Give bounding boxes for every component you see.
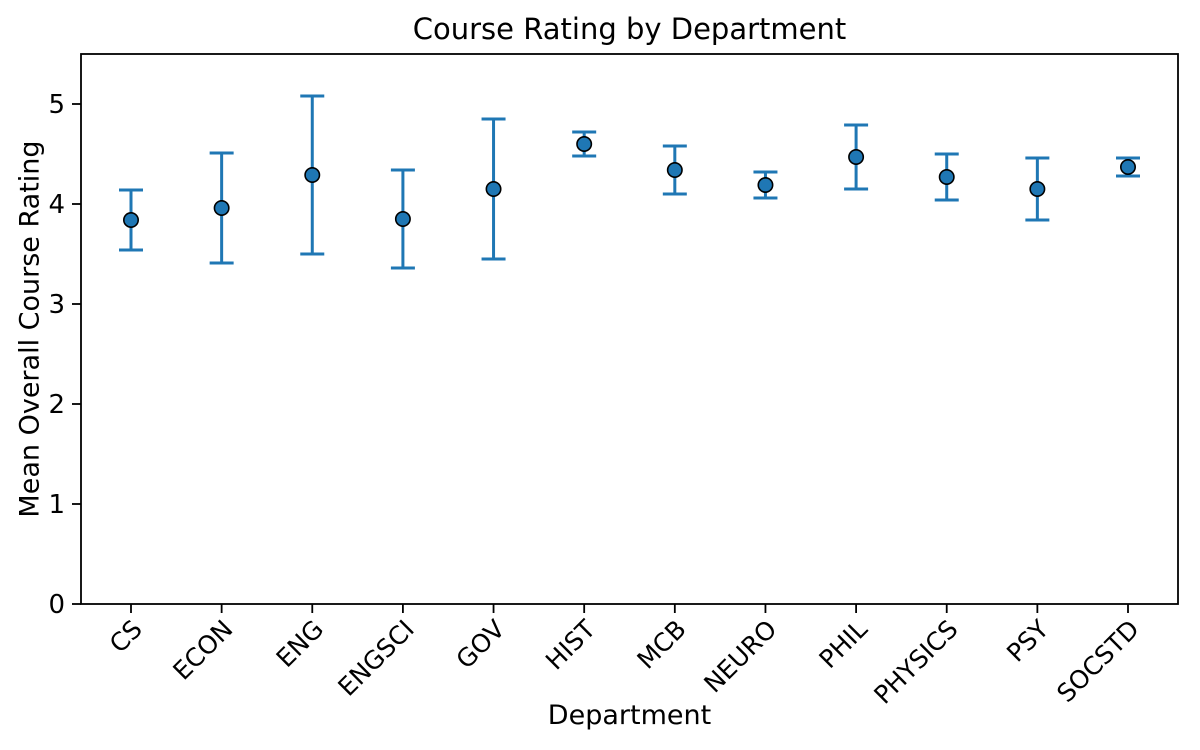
- x-tick-label: PHYSICS: [868, 614, 963, 709]
- data-point-marker: [1120, 159, 1137, 176]
- x-tick-label: SOCSTD: [1051, 614, 1145, 708]
- data-point-marker: [394, 211, 411, 228]
- data-point-marker: [576, 136, 593, 153]
- y-tick-label: 4: [48, 190, 65, 220]
- y-tick-label: 2: [48, 390, 65, 420]
- data-point-marker: [213, 200, 230, 217]
- data-point-marker: [123, 212, 140, 229]
- data-point-marker: [757, 177, 774, 194]
- x-tick-label: GOV: [451, 614, 511, 674]
- data-point-marker: [1029, 181, 1046, 198]
- x-tick-label: MCB: [631, 614, 691, 674]
- x-tick-label: NEURO: [698, 614, 782, 698]
- x-axis-label: Department: [547, 700, 712, 731]
- y-tick-label: 1: [48, 490, 65, 520]
- y-tick-label: 5: [48, 90, 65, 120]
- data-point-marker: [938, 169, 955, 186]
- y-tick-label: 0: [48, 590, 65, 620]
- x-tick-label: ENG: [271, 614, 330, 673]
- data-point-marker: [485, 181, 502, 198]
- y-tick-label: 3: [48, 290, 65, 320]
- x-tick-label: ECON: [167, 614, 238, 685]
- chart-title: Course Rating by Department: [412, 12, 847, 46]
- x-tick-label: PSY: [1001, 614, 1055, 668]
- data-point-marker: [666, 162, 683, 179]
- data-point-marker: [848, 149, 865, 166]
- x-tick-label: CS: [104, 614, 148, 658]
- data-point-marker: [304, 167, 321, 184]
- x-tick-label: HIST: [540, 614, 602, 676]
- x-tick-label: PHIL: [813, 614, 873, 674]
- plot-frame: [80, 53, 1179, 605]
- x-tick-label: ENGSCI: [332, 614, 419, 701]
